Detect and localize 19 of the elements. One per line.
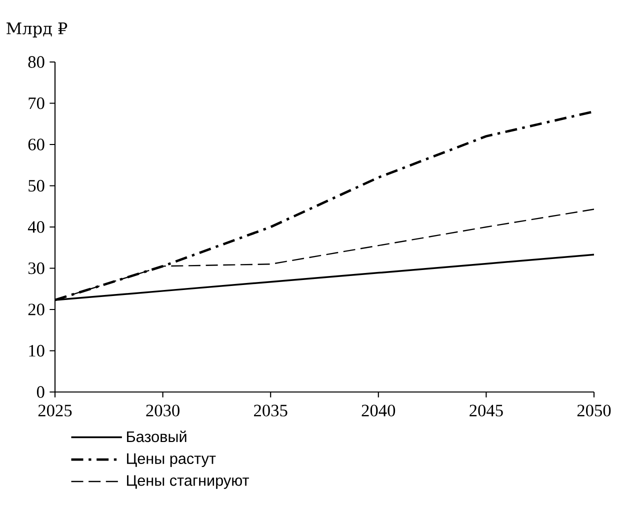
y-tick-label: 40 — [28, 221, 44, 233]
legend-label: Цены стагнируют — [127, 475, 250, 489]
x-tick-label: 2030 — [146, 404, 180, 416]
y-axis-title: Млрд ₽ — [6, 22, 68, 38]
legend-label: Цены растут — [127, 453, 216, 468]
y-tick-label: 60 — [28, 138, 44, 150]
y-tick-label: 30 — [28, 262, 44, 274]
y-tick-label: 20 — [28, 304, 44, 316]
y-tick-label: 80 — [28, 56, 44, 68]
legend-label: Базовый — [127, 430, 186, 442]
y-tick-label: 10 — [29, 344, 44, 357]
x-tick-label: 2035 — [254, 404, 288, 416]
x-tick-label: 2050 — [577, 404, 611, 416]
x-tick-label: 2025 — [38, 404, 72, 416]
y-tick-label: 70 — [28, 97, 44, 110]
y-tick-label: 0 — [36, 386, 44, 398]
x-tick-label: 2045 — [470, 404, 503, 416]
y-tick-label: 50 — [28, 180, 44, 192]
x-tick-label: 2040 — [362, 404, 396, 416]
